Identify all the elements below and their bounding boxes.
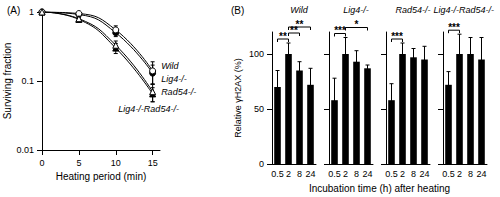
- svg-text:24: 24: [362, 169, 372, 179]
- svg-text:50: 50: [254, 104, 264, 114]
- svg-text:Surviving fraction: Surviving fraction: [2, 43, 13, 120]
- svg-text:Lig4-/-: Lig4-/-: [161, 74, 187, 84]
- svg-text:***: ***: [334, 25, 346, 36]
- svg-text:***: ***: [391, 31, 403, 42]
- svg-text:0.5: 0.5: [271, 169, 284, 179]
- svg-text:100: 100: [249, 49, 264, 59]
- svg-text:24: 24: [419, 169, 429, 179]
- svg-text:2: 2: [343, 169, 348, 179]
- svg-text:24: 24: [305, 169, 315, 179]
- svg-text:Lig4-/-Rad54-/-: Lig4-/-Rad54-/-: [433, 5, 494, 15]
- svg-text:0: 0: [259, 159, 264, 169]
- svg-text:**: **: [279, 31, 287, 42]
- svg-text:Incubation time (h) after heat: Incubation time (h) after heating: [309, 183, 450, 194]
- svg-text:0.5: 0.5: [442, 169, 455, 179]
- svg-text:2: 2: [457, 169, 462, 179]
- svg-text:24: 24: [476, 169, 486, 179]
- svg-text:Lig4-/-: Lig4-/-: [343, 5, 369, 15]
- svg-text:15: 15: [148, 158, 158, 168]
- svg-text:Relative γH2AX (%): Relative γH2AX (%): [233, 58, 243, 138]
- svg-text:2: 2: [400, 169, 405, 179]
- svg-text:*: *: [355, 19, 359, 30]
- svg-text:1: 1: [29, 7, 34, 17]
- svg-text:Wild: Wild: [161, 61, 179, 71]
- svg-text:2: 2: [286, 169, 291, 179]
- svg-text:Rad54-/-: Rad54-/-: [161, 87, 196, 97]
- svg-text:8: 8: [297, 169, 302, 179]
- svg-text:Lig4-/-Rad54-/-: Lig4-/-Rad54-/-: [118, 104, 179, 114]
- svg-text:(A): (A): [7, 5, 20, 16]
- svg-text:8: 8: [468, 169, 473, 179]
- svg-text:0.01: 0.01: [16, 145, 34, 155]
- svg-text:Wild: Wild: [290, 5, 308, 15]
- svg-text:8: 8: [411, 169, 416, 179]
- svg-text:0: 0: [39, 158, 44, 168]
- svg-text:***: ***: [448, 22, 460, 33]
- svg-text:5: 5: [76, 158, 81, 168]
- svg-text:Heating period (min): Heating period (min): [56, 171, 147, 182]
- svg-text:**: **: [296, 19, 304, 30]
- svg-text:Rad54-/-: Rad54-/-: [395, 5, 430, 15]
- svg-text:8: 8: [354, 169, 359, 179]
- svg-text:(B): (B): [231, 5, 244, 16]
- svg-text:0.1: 0.1: [21, 76, 34, 86]
- svg-text:0.5: 0.5: [328, 169, 341, 179]
- svg-text:10: 10: [111, 158, 121, 168]
- svg-text:0.5: 0.5: [385, 169, 398, 179]
